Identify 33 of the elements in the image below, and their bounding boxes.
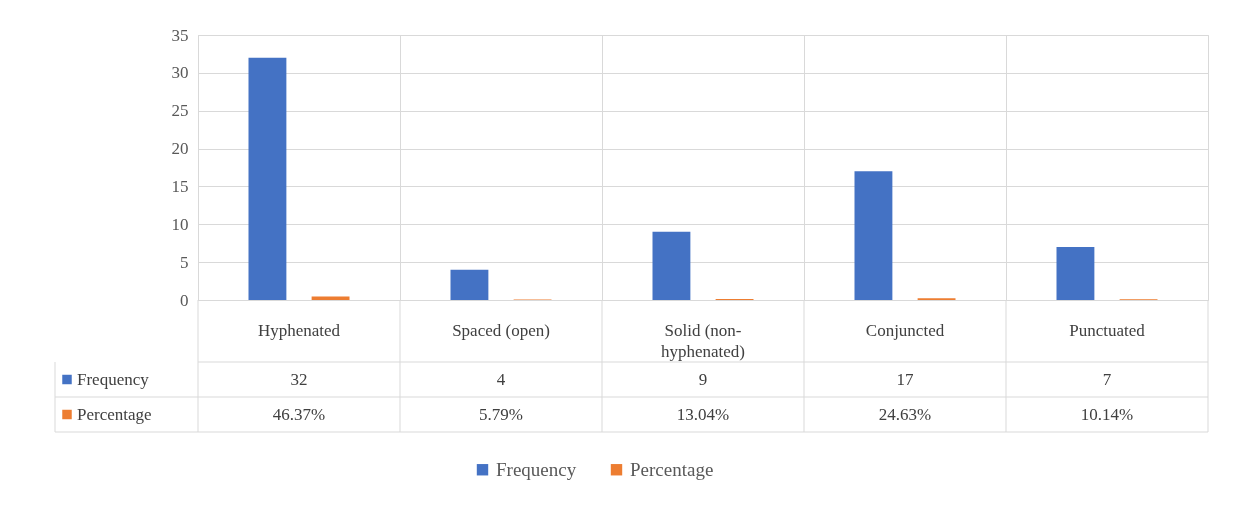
text: Frequency: [496, 458, 577, 480]
x-tick-label: Solid (non-hyphenated): [660, 321, 746, 361]
bar: [652, 231, 691, 300]
data-label: 9: [698, 369, 708, 389]
data-label: 7: [1102, 369, 1112, 389]
bar: [248, 57, 287, 300]
data-label: 5.79%: [479, 404, 523, 424]
text: Percentage: [77, 404, 152, 424]
y-tick-label: 0: [180, 290, 189, 310]
legend-label: Percentage: [630, 458, 714, 480]
data-label: 17: [896, 369, 914, 389]
bar: [854, 171, 893, 300]
data-label: 10.14%: [1080, 404, 1134, 424]
data-label: 4: [496, 369, 506, 389]
x-tick-label: Hyphenated: [257, 321, 341, 340]
bar: [1056, 247, 1095, 300]
y-tick-label: 20: [171, 139, 189, 159]
y-tick-label: 30: [171, 63, 189, 83]
y-tick-label: 10: [171, 214, 189, 234]
bar: [450, 269, 489, 300]
bar: [311, 296, 350, 300]
y-tick-label: 35: [171, 25, 189, 45]
legend-label: Frequency: [77, 369, 150, 389]
y-tick-label: 5: [180, 252, 189, 272]
x-tick-label: Punctuated: [1069, 321, 1146, 340]
data-label: 46.37%: [272, 404, 326, 424]
y-tick-label: 25: [171, 101, 189, 121]
x-tick-label: Spaced (open): [452, 321, 550, 340]
x-tick-label: Conjuncted: [865, 321, 945, 340]
data-label: 32: [290, 369, 308, 389]
data-label: 24.63%: [878, 404, 932, 424]
y-tick-label: 15: [171, 176, 189, 196]
data-label: 13.04%: [676, 404, 730, 424]
